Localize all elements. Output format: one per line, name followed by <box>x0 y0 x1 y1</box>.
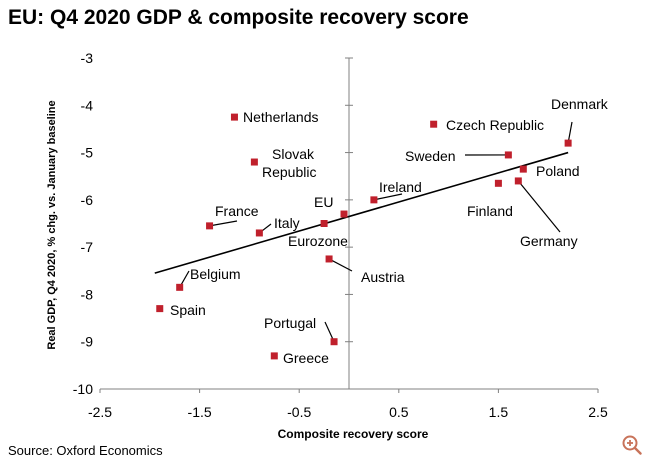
y-tick-label: -8 <box>81 286 94 302</box>
point-slovak-republic <box>250 158 258 166</box>
point-finland <box>494 179 502 187</box>
trendline-group <box>154 151 569 274</box>
point-italy <box>255 229 263 237</box>
leader-lines <box>179 121 573 342</box>
y-tick-label: -3 <box>81 50 94 66</box>
point-portugal <box>330 338 338 346</box>
x-tick-label: -1.5 <box>188 404 212 420</box>
point-czech-republic <box>430 120 438 128</box>
y-tick-label: -6 <box>81 192 94 208</box>
axes: -3 -4 -5 -6 -7 -8 -9 -10 -2.5 -1.5 -0.5 0.5 1.5 2.5 Co… <box>46 50 608 441</box>
point-netherlands <box>230 113 238 121</box>
x-tick-label: 0.5 <box>389 404 409 420</box>
label-italy: Italy <box>274 215 300 231</box>
point-denmark <box>564 139 572 147</box>
label-czech-republic: Czech Republic <box>446 117 544 133</box>
x-axis-title: Composite recovery score <box>278 427 429 441</box>
leader-line-germany <box>517 180 561 233</box>
x-tick-label: -0.5 <box>287 404 311 420</box>
y-tick-label: -7 <box>81 239 94 255</box>
label-austria: Austria <box>361 269 405 285</box>
label-slovak-republic-line1: Slovak <box>272 146 315 162</box>
point-greece <box>270 352 278 360</box>
label-france: France <box>215 203 259 219</box>
label-spain: Spain <box>170 302 206 318</box>
leader-line-austria <box>328 258 353 272</box>
y-tick-label: -4 <box>81 97 94 113</box>
leader-line-denmark <box>567 121 573 144</box>
y-tick-label: -10 <box>73 381 93 397</box>
label-eu: EU <box>314 194 333 210</box>
label-poland: Poland <box>536 163 580 179</box>
trendline <box>154 151 569 274</box>
point-france <box>206 222 214 230</box>
leader-line-france <box>209 220 238 227</box>
label-greece: Greece <box>283 350 329 366</box>
x-tick-label: -2.5 <box>88 404 112 420</box>
label-germany: Germany <box>520 233 578 249</box>
label-ireland: Ireland <box>379 179 422 195</box>
label-netherlands: Netherlands <box>243 109 319 125</box>
point-germany <box>514 177 522 185</box>
x-tick-label: 2.5 <box>588 404 608 420</box>
zoom-in-icon <box>622 435 642 455</box>
label-eurozone: Eurozone <box>288 233 348 249</box>
y-tick-label: -5 <box>81 145 94 161</box>
chart-title: EU: Q4 2020 GDP & composite recovery sco… <box>8 6 469 29</box>
label-belgium: Belgium <box>190 266 241 282</box>
point-austria <box>325 255 333 263</box>
y-axis-title: Real GDP, Q4 2020, % chg. vs. January ba… <box>46 100 58 349</box>
leader-line-ireland <box>373 193 403 201</box>
point-ireland <box>370 196 378 204</box>
point-poland <box>519 165 527 173</box>
label-sweden: Sweden <box>405 148 456 164</box>
point-eurozone <box>320 220 328 227</box>
label-slovak-republic-line2: Republic <box>262 164 316 180</box>
label-finland: Finland <box>467 203 513 219</box>
data-points <box>156 113 572 360</box>
source-note: Source: Oxford Economics <box>8 443 163 458</box>
point-spain <box>156 305 164 313</box>
x-tick-label: 1.5 <box>489 404 509 420</box>
point-labels: Denmark Czech Republic Sweden Poland Germany… <box>170 96 609 366</box>
zoom-button[interactable] <box>621 434 643 456</box>
y-tick-label: -9 <box>81 334 94 350</box>
label-portugal: Portugal <box>264 315 316 331</box>
point-eu <box>340 210 348 218</box>
point-belgium <box>176 283 184 291</box>
point-sweden <box>504 151 512 159</box>
label-denmark: Denmark <box>551 96 609 112</box>
